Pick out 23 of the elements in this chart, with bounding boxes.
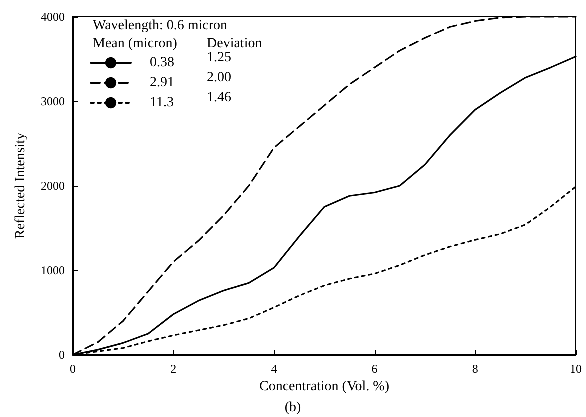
legend-label: 11.3 (150, 96, 174, 110)
annotation: 1.25 (207, 50, 232, 66)
annotation: 1.46 (207, 90, 232, 106)
x-tick-label: 2 (170, 362, 177, 376)
legend-label: 2.91 (150, 76, 174, 90)
y-tick-label: 1000 (41, 264, 65, 278)
legend-title: Wavelength: 0.6 micron (93, 18, 228, 34)
x-tick-label: 4 (271, 362, 278, 376)
annotation: 2.00 (207, 70, 232, 86)
x-tick-label: 6 (372, 362, 378, 376)
y-tick-label: 3000 (41, 94, 65, 108)
y-tick-label: 4000 (41, 10, 65, 24)
annotation: Deviation (207, 36, 262, 52)
legend-label: 0.38 (150, 56, 174, 70)
annotation: Mean (micron) (93, 36, 178, 52)
x-axis-title: Concentration (Vol. %) (260, 379, 390, 394)
x-tick-label: 10 (570, 362, 582, 376)
y-tick-label: 2000 (41, 179, 65, 193)
y-tick-label: 0 (59, 348, 65, 362)
text: (b) (284, 400, 302, 416)
x-tick-label: 8 (472, 362, 478, 376)
x-tick-label: 0 (70, 362, 76, 376)
y-axis-title: Reflected Intensity (14, 132, 28, 240)
